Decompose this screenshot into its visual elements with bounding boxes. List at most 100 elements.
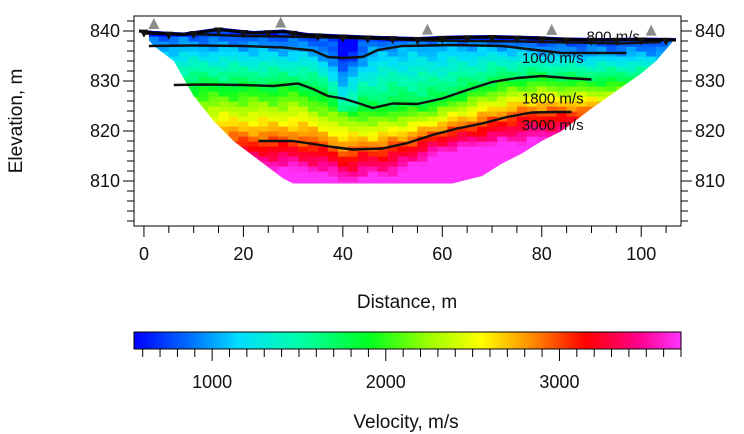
velocity-cell [278,91,289,97]
velocity-cell [586,161,597,167]
velocity-cell [209,186,220,192]
velocity-cell [357,116,369,122]
velocity-cell [248,151,259,157]
velocity-cell [646,111,657,117]
velocity-cell [536,151,548,157]
velocity-cell [278,161,289,167]
velocity-cell [377,176,389,182]
velocity-cell [258,86,269,92]
velocity-cell [646,91,657,97]
velocity-cell [636,176,647,182]
velocity-cell [646,96,657,102]
velocity-cell [546,61,558,67]
velocity-cell [497,186,508,192]
velocity-cell [168,91,180,97]
velocity-cell [437,56,448,62]
velocity-cell [308,27,319,32]
velocity-cell [258,171,269,177]
velocity-cell [278,46,289,52]
velocity-cell [437,27,448,32]
velocity-cell [656,126,667,132]
velocity-cell [198,91,210,97]
velocity-cell [308,81,319,87]
velocity-cell [546,131,558,137]
velocity-cell [417,151,428,157]
velocity-cell [536,141,548,147]
velocity-cell [387,166,399,172]
velocity-cell [218,31,229,37]
velocity-cell [616,71,627,77]
velocity-cell [526,161,538,167]
velocity-cell [148,171,160,177]
velocity-cell [516,121,528,127]
velocity-cell [308,166,319,172]
velocity-cell [616,111,627,117]
velocity-cell [308,181,319,184]
velocity-cell [308,151,319,157]
velocity-cell [556,101,568,107]
velocity-cell [258,106,269,112]
velocity-cell [427,101,438,107]
velocity-cell [168,111,180,117]
velocity-cell [228,116,239,122]
velocity-cell [367,96,379,102]
velocity-cell [148,76,160,82]
velocity-cell [288,121,299,127]
velocity-cell [308,71,319,77]
velocity-cell [636,141,647,147]
velocity-cell [228,36,239,42]
velocity-cell [527,186,538,192]
velocity-cell [576,176,588,182]
velocity-cell [477,186,488,192]
velocity-cell [218,141,229,147]
velocity-cell [178,27,190,32]
velocity-cell [228,61,239,67]
velocity-cell [457,111,468,117]
velocity-cell [556,56,568,62]
velocity-cell [218,181,229,184]
velocity-cell [487,166,498,172]
velocity-cell [487,131,498,137]
velocity-cell [656,161,667,167]
velocity-cell [477,171,488,177]
velocity-cell [318,136,329,142]
velocity-cell [367,116,379,122]
velocity-cell [596,156,607,162]
velocity-cell [556,96,568,102]
velocity-cell [536,61,548,67]
velocity-cell [437,116,448,122]
velocity-cell [586,131,597,137]
velocity-cell [248,156,259,162]
velocity-cell [467,131,478,137]
velocity-cell [477,156,488,162]
velocity-cell [526,61,538,67]
velocity-cell [168,141,180,147]
velocity-cell [357,81,369,87]
velocity-cell [308,156,319,162]
receiver-marker [487,35,497,43]
velocity-cell [596,101,607,107]
velocity-cell [606,146,617,152]
velocity-cell [507,121,518,127]
velocity-cell [318,27,329,32]
velocity-cell [596,121,607,127]
velocity-cell [228,56,239,62]
velocity-cell [278,156,289,162]
velocity-cell [636,106,647,112]
velocity-cell [228,51,239,57]
velocity-cell [646,81,657,87]
velocity-cell [516,146,528,152]
velocity-cell [467,166,478,172]
velocity-cell [497,46,508,52]
velocity-cell [367,111,379,117]
velocity-cell [168,71,180,77]
velocity-cell [606,136,617,142]
velocity-cell [158,171,170,177]
velocity-cell [158,81,170,87]
receiver-marker [288,30,298,39]
y-tick-label-right: 840 [695,21,725,41]
velocity-cell [536,161,548,167]
velocity-cell [188,61,200,67]
velocity-cell [208,91,220,97]
velocity-cell [516,27,528,32]
